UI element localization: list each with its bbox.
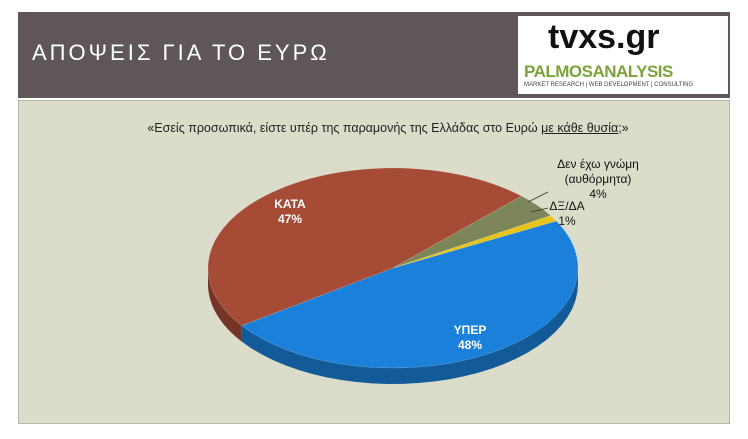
slice-label: ΔΞ/ΔΑ 1% bbox=[537, 199, 597, 229]
logo-bottom: PALMOSANALYSIS bbox=[524, 62, 673, 81]
header: ΑΠΟΨΕΙΣ ΓΙΑ ΤΟ ΕΥΡΩ tvxs.gr PALMOSANALYS… bbox=[18, 12, 730, 98]
value-label: 4% bbox=[589, 187, 607, 201]
slice-label: ΥΠΕΡ 48% bbox=[425, 323, 515, 353]
logo-tagline: MARKET RESEARCH | WEB DEVELOPMENT | CONS… bbox=[524, 82, 694, 88]
header-title: ΑΠΟΨΕΙΣ ΓΙΑ ΤΟ ΕΥΡΩ bbox=[32, 40, 330, 65]
value-label: 47% bbox=[277, 212, 303, 226]
chart-title: «Εσείς προσωπικά, είστε υπέρ της παραμον… bbox=[128, 120, 648, 137]
slice-side bbox=[241, 268, 579, 384]
logo: tvxs.gr PALMOSANALYSIS MARKET RESEARCH |… bbox=[518, 16, 728, 94]
slice-side bbox=[208, 268, 242, 342]
slice bbox=[207, 167, 523, 326]
value-label: 48% bbox=[457, 338, 483, 352]
slice-label: ΚΑΤΑ 47% bbox=[245, 197, 335, 227]
logo-top: tvxs.gr bbox=[548, 18, 660, 56]
category-label: ΥΠΕΡ bbox=[453, 323, 487, 337]
slice-label: Δεν έχω γνώμη (αυθόρμητα) 4% bbox=[548, 157, 648, 202]
title-part: ;» bbox=[618, 121, 629, 135]
slice bbox=[241, 220, 579, 369]
leader-line bbox=[527, 191, 549, 203]
leader-line bbox=[530, 207, 549, 213]
slice bbox=[392, 195, 552, 269]
title-part: «Εσείς προσωπικά, είστε υπέρ της παραμον… bbox=[147, 121, 542, 135]
category-label: Δεν έχω γνώμη (αυθόρμητα) bbox=[557, 157, 639, 186]
slice bbox=[392, 215, 557, 269]
title-part: με κάθε θυσία bbox=[541, 121, 619, 135]
category-label: ΔΞ/ΔΑ bbox=[549, 199, 585, 213]
category-label: ΚΑΤΑ bbox=[274, 197, 306, 211]
value-label: 1% bbox=[558, 214, 576, 228]
